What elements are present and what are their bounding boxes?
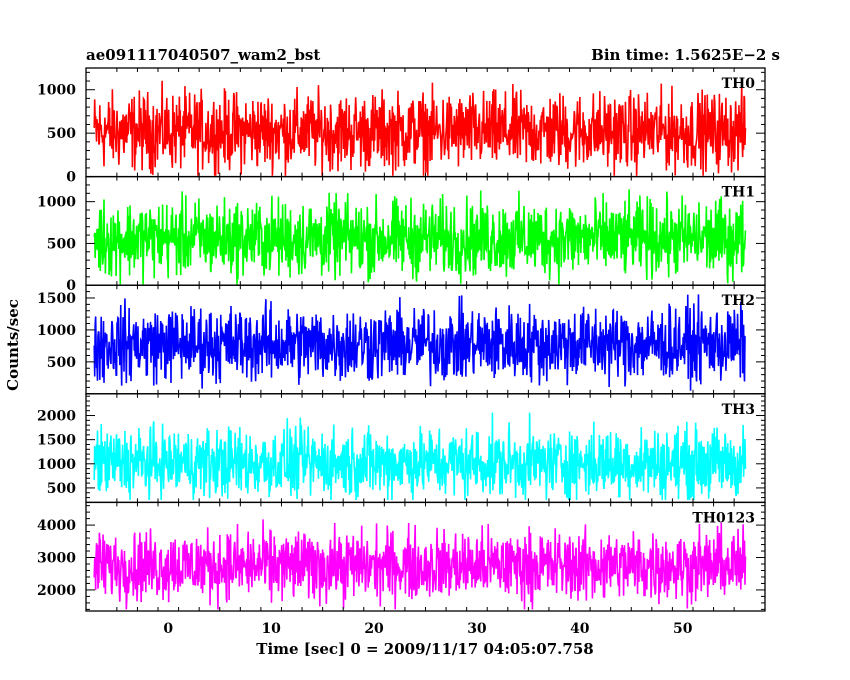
y-tick-label: 2000 [37,409,76,425]
y-tick-label: 3000 [37,551,76,567]
y-tick-label: 0 [66,278,76,294]
panel-label-th3: TH3 [722,402,755,418]
y-tick-label: 1000 [37,83,76,99]
y-tick-label: 1000 [37,457,76,473]
y-tick-label: 0 [66,170,76,186]
x-tick-label: 30 [467,621,487,637]
y-tick-label: 4000 [37,518,76,534]
y-tick-label: 500 [47,236,76,252]
panel-th3: 500 1000 1500 2000 TH3 [37,393,766,504]
y-tick-label: 500 [47,481,76,497]
x-axis-label: Time [sec] 0 = 2009/11/17 04:05:07.758 [256,640,593,658]
series-line-th0123 [93,519,747,610]
x-tick-label: 20 [364,621,384,637]
y-axis-label: Counts/sec [4,299,22,391]
y-tick-label: 2000 [37,583,76,599]
y-tick-label: 1000 [37,323,76,339]
series-line-th2 [93,294,746,391]
series-line-th0 [93,80,747,176]
panel-th0123: 2000 3000 4000 TH0123 [37,501,766,612]
chart-title-left: ae091117040507_wam2_bst [86,46,320,64]
y-tick-label: 1500 [37,291,76,307]
y-tick-label: 500 [47,355,76,371]
chart-title-right: Bin time: 1.5625E−2 s [591,46,780,64]
y-tick-label: 1000 [37,195,76,211]
series-line-th1 [93,189,747,285]
x-axis: 0 10 20 30 40 50 [163,621,692,637]
series-line-th3 [93,412,747,501]
panel-th2: 500 1000 1500 TH2 [37,284,766,395]
x-tick-label: 40 [570,621,590,637]
panel-th0: 0 500 1000 TH0 [37,67,766,186]
y-tick-label: 1500 [37,433,76,449]
panel-label-th2: TH2 [722,293,755,309]
panel-th1: 0 500 1000 TH1 [37,175,766,294]
panel-label-th1: TH1 [722,185,755,201]
panel-label-th0123: TH0123 [692,510,755,526]
panels-group: 0 500 1000 TH0 0 500 1000 TH1 500 1000 1500 TH2 500 1… [37,67,766,612]
panel-label-th0: TH0 [722,76,756,92]
x-tick-label: 50 [673,621,693,637]
x-tick-label: 0 [163,621,173,637]
y-tick-label: 500 [47,126,76,142]
x-tick-label: 10 [261,621,281,637]
